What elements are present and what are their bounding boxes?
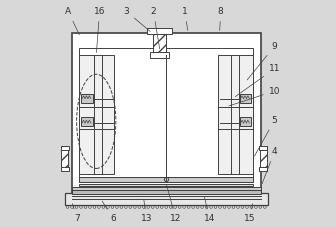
Text: 14: 14 bbox=[204, 197, 215, 223]
Text: 5: 5 bbox=[255, 116, 278, 156]
Text: 15: 15 bbox=[244, 204, 256, 223]
Bar bbox=[218, 55, 253, 174]
Text: 9: 9 bbox=[247, 42, 278, 80]
Bar bbox=[259, 167, 267, 171]
Text: 1: 1 bbox=[182, 7, 188, 30]
Bar bbox=[79, 55, 114, 174]
Bar bbox=[79, 49, 253, 182]
Text: 13: 13 bbox=[141, 199, 153, 223]
Bar bbox=[240, 94, 251, 104]
Text: 4: 4 bbox=[262, 147, 277, 184]
Bar bbox=[61, 146, 69, 150]
Bar bbox=[65, 193, 268, 205]
Bar bbox=[72, 188, 261, 190]
Bar bbox=[79, 184, 253, 186]
Bar bbox=[150, 52, 169, 58]
Text: 3: 3 bbox=[124, 7, 150, 31]
Bar bbox=[81, 94, 93, 104]
Text: 10: 10 bbox=[229, 86, 280, 106]
Text: 8: 8 bbox=[218, 7, 223, 30]
Bar bbox=[259, 146, 267, 150]
Bar bbox=[240, 117, 251, 126]
Text: 16: 16 bbox=[94, 7, 106, 52]
Bar bbox=[61, 167, 69, 171]
Bar bbox=[147, 28, 172, 34]
Text: 2: 2 bbox=[151, 7, 160, 49]
Bar bbox=[72, 33, 261, 193]
Bar bbox=[260, 149, 267, 168]
Bar bbox=[72, 190, 261, 194]
Text: 6: 6 bbox=[102, 201, 116, 223]
Bar bbox=[79, 177, 253, 182]
Bar bbox=[81, 117, 93, 126]
Bar bbox=[61, 149, 68, 168]
Text: 7: 7 bbox=[73, 204, 80, 223]
Text: 11: 11 bbox=[235, 64, 280, 97]
Bar bbox=[153, 34, 166, 52]
Text: A: A bbox=[65, 7, 79, 35]
Text: 12: 12 bbox=[166, 185, 181, 223]
